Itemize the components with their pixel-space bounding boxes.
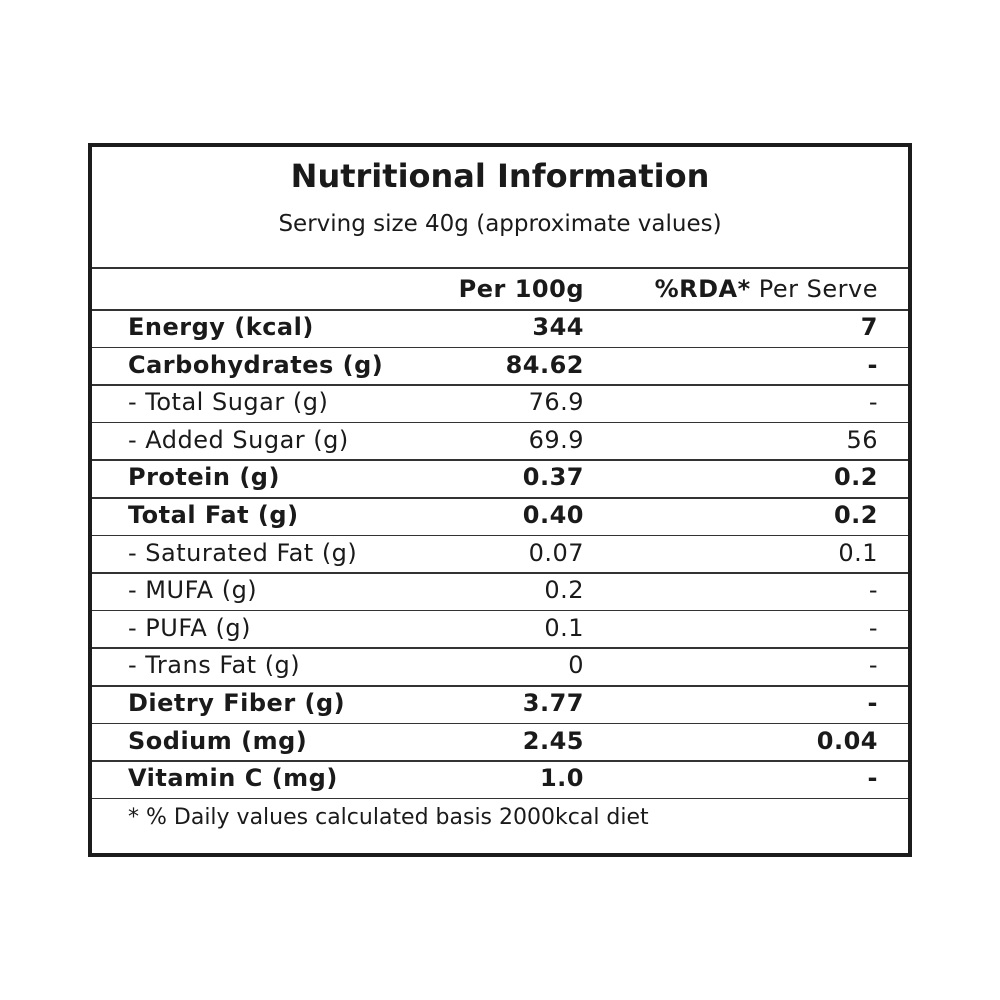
footnote: * % Daily values calculated basis 2000kc…: [128, 805, 649, 830]
divider: [92, 309, 908, 311]
per-100g: 0.1: [544, 613, 584, 642]
divider: [92, 497, 908, 499]
rda: -: [868, 388, 878, 417]
rda: 56: [846, 425, 878, 454]
per-100g: 3.77: [522, 689, 584, 717]
rda: 0.04: [816, 726, 878, 755]
divider: [92, 609, 908, 612]
per-100g: 2.45: [522, 726, 584, 755]
per-100g: 0.37: [522, 463, 584, 492]
row-label: Protein (g): [128, 463, 280, 492]
divider: [92, 760, 908, 762]
divider: [92, 346, 908, 349]
divider: [92, 572, 908, 574]
rda: 0.1: [838, 538, 878, 567]
rda: -: [868, 576, 878, 605]
per-100g: 0.2: [544, 576, 584, 605]
row-label: - MUFA (g): [128, 576, 258, 605]
row-label: - Total Sugar (g): [128, 388, 329, 417]
per-100g: 84.62: [505, 350, 584, 379]
per-100g: 344: [532, 313, 584, 341]
per-100g: 69.9: [528, 425, 584, 454]
title: Nutritional Information: [290, 157, 710, 195]
per-100g: 0.40: [522, 501, 584, 529]
rda: 0.2: [833, 463, 878, 492]
column-header-strong: %RDA*: [654, 275, 751, 303]
subtitle: Serving size 40g (approximate values): [278, 211, 722, 237]
divider: [92, 384, 908, 386]
per-100g: 0.07: [528, 538, 584, 567]
divider: [92, 797, 908, 800]
column-header: Per 100g: [458, 275, 584, 303]
divider: [92, 722, 908, 725]
divider: [92, 534, 908, 537]
per-100g: 0: [568, 651, 584, 680]
rda: -: [867, 350, 878, 379]
per-100g: 76.9: [528, 388, 584, 417]
per-100g: 1.0: [539, 764, 584, 793]
divider: [92, 647, 908, 649]
rda: 0.2: [833, 501, 878, 529]
rda: -: [868, 651, 878, 680]
row-label: Sodium (mg): [128, 726, 308, 755]
rda: -: [867, 764, 878, 793]
row-label: Vitamin C (mg): [128, 764, 338, 793]
divider: [92, 267, 908, 269]
row-label: - Added Sugar (g): [128, 425, 349, 454]
row-label: Total Fat (g): [128, 501, 299, 529]
column-header: %RDA* Per Serve: [655, 271, 878, 308]
divider: [92, 459, 908, 461]
nutrition-table: Nutritional Information Serving size 40g…: [88, 143, 912, 857]
rda: 7: [860, 313, 878, 341]
divider: [92, 421, 908, 424]
row-label: Carbohydrates (g): [128, 350, 384, 379]
row-label: - Trans Fat (g): [128, 651, 301, 680]
row-label: - Saturated Fat (g): [128, 538, 358, 567]
row-label: - PUFA (g): [128, 613, 251, 642]
divider: [92, 685, 908, 687]
row-label: Energy (kcal): [128, 313, 314, 341]
column-header-rest: Per Serve: [758, 275, 878, 303]
rda: -: [868, 613, 878, 642]
row-label: Dietry Fiber (g): [128, 689, 346, 717]
rda: -: [867, 689, 878, 717]
